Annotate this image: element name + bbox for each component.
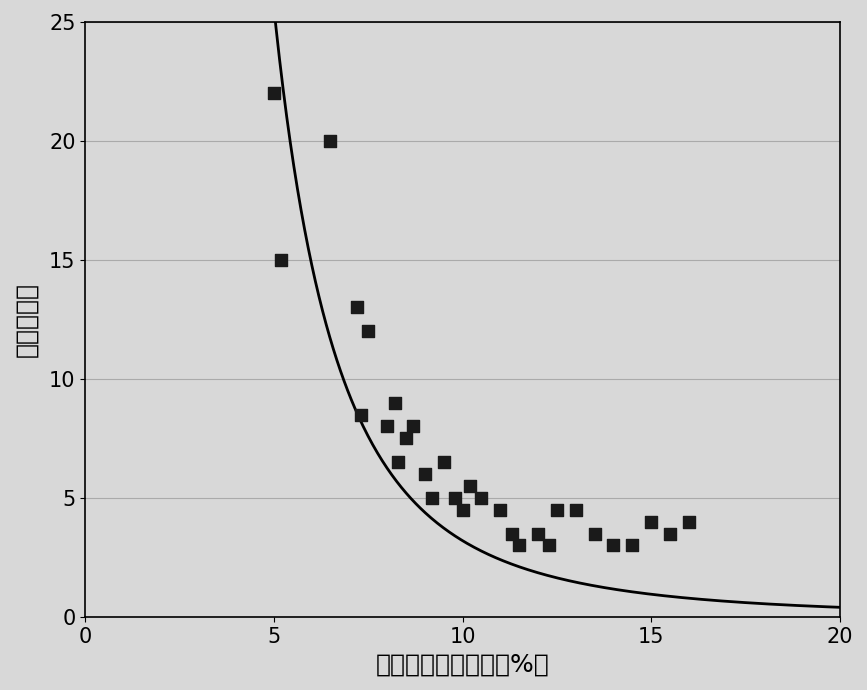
Point	[569, 504, 583, 515]
Point	[407, 421, 420, 432]
Point	[323, 135, 337, 146]
Point	[380, 421, 394, 432]
Y-axis label: 自磨捯指数: 自磨捯指数	[14, 282, 38, 357]
Point	[531, 528, 545, 539]
Point	[512, 540, 526, 551]
Point	[426, 493, 440, 504]
Point	[418, 469, 432, 480]
X-axis label: 微裂纹占表面比率（%）: 微裂纹占表面比率（%）	[375, 652, 550, 676]
Point	[463, 480, 477, 491]
Point	[267, 88, 281, 99]
Point	[388, 397, 401, 408]
Point	[505, 528, 518, 539]
Point	[493, 504, 507, 515]
Point	[543, 540, 557, 551]
Point	[350, 302, 364, 313]
Point	[275, 255, 289, 266]
Point	[607, 540, 621, 551]
Point	[399, 433, 413, 444]
Point	[625, 540, 639, 551]
Point	[437, 457, 451, 468]
Point	[362, 326, 375, 337]
Point	[550, 504, 564, 515]
Point	[682, 516, 696, 527]
Point	[644, 516, 658, 527]
Point	[474, 493, 488, 504]
Point	[392, 457, 406, 468]
Point	[354, 409, 368, 420]
Point	[588, 528, 602, 539]
Point	[663, 528, 677, 539]
Point	[455, 504, 469, 515]
Point	[448, 493, 462, 504]
